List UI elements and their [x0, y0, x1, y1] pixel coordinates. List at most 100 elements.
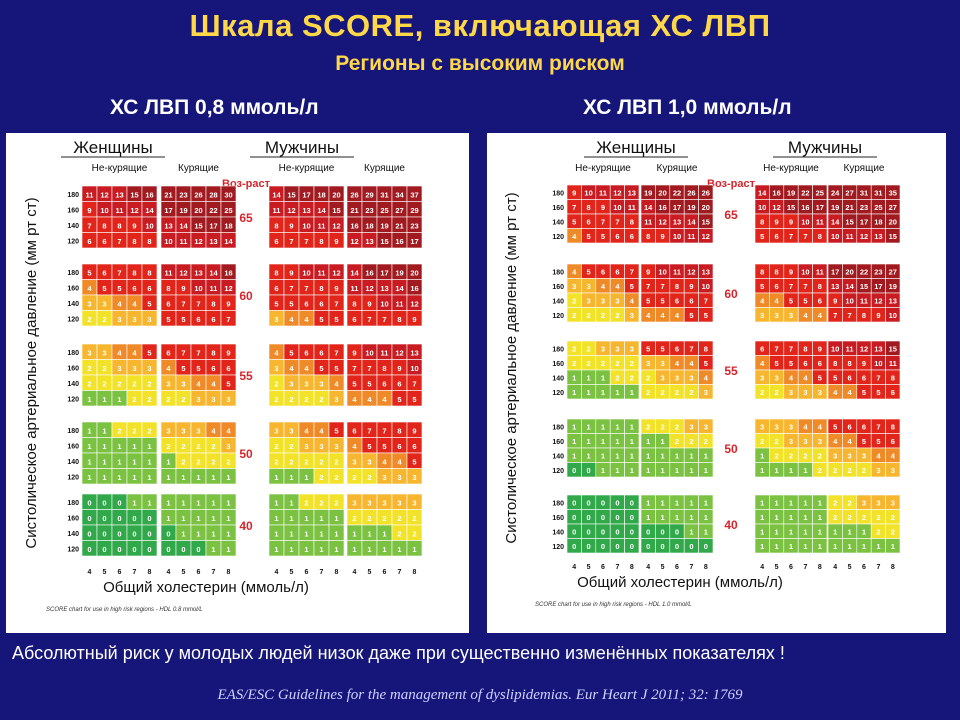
risk-value: 2	[833, 466, 837, 475]
risk-value: 1	[166, 473, 170, 482]
risk-value: 11	[846, 232, 854, 241]
risk-value: 1	[117, 442, 121, 451]
risk-value: 22	[860, 268, 868, 277]
risk-value: 0	[87, 514, 91, 523]
risk-value: 1	[601, 437, 605, 446]
risk-value: 2	[304, 395, 308, 404]
sbp-tick-label: 140	[552, 453, 564, 460]
risk-value: 2	[166, 395, 170, 404]
risk-value: 23	[860, 203, 868, 212]
risk-value: 1	[367, 545, 371, 554]
risk-value: 2	[833, 513, 837, 522]
risk-value: 2	[818, 466, 822, 475]
risk-value: 17	[410, 237, 418, 246]
risk-value: 20	[194, 206, 202, 215]
sbp-tick-label: 180	[552, 269, 564, 276]
risk-value: 25	[224, 206, 232, 215]
risk-value: 3	[334, 442, 338, 451]
risk-value: 16	[658, 203, 666, 212]
risk-value: 2	[704, 437, 708, 446]
risk-value: 5	[862, 437, 866, 446]
risk-value: 5	[226, 379, 230, 388]
risk-value: 1	[689, 466, 693, 475]
risk-value: 1	[274, 473, 278, 482]
risk-value: 10	[801, 268, 809, 277]
risk-value: 1	[601, 452, 605, 461]
risk-cell	[406, 468, 423, 485]
cholesterol-tick-label: 6	[197, 569, 201, 576]
risk-value: 10	[758, 203, 766, 212]
score-chart-hdl-10: Женщины Мужчины Не-курящие Курящие Не-курящи…	[487, 133, 946, 633]
risk-value: 1	[274, 529, 278, 538]
risk-value: 2	[646, 388, 650, 397]
risk-value: 4	[397, 457, 402, 466]
risk-value: 1	[211, 545, 215, 554]
risk-value: 2	[646, 374, 650, 383]
risk-value: 2	[630, 359, 634, 368]
risk-cell	[328, 310, 345, 327]
risk-value: 10	[302, 268, 310, 277]
x-axis-label: Общий холестерин (ммоль/л)	[577, 574, 783, 591]
risk-value: 5	[572, 218, 576, 227]
risk-value: 5	[181, 315, 185, 324]
risk-value: 2	[274, 395, 278, 404]
risk-value: 3	[789, 388, 793, 397]
score-chart-svg-hdl-10: Женщины Мужчины Не-курящие Курящие Не-курящи…	[503, 135, 901, 608]
risk-value: 9	[646, 268, 650, 277]
risk-value: 7	[117, 268, 121, 277]
risk-value: 1	[147, 498, 151, 507]
risk-value: 2	[675, 388, 679, 397]
risk-value: 7	[382, 315, 386, 324]
risk-value: 4	[704, 374, 709, 383]
risk-value: 2	[274, 442, 278, 451]
sbp-tick-label: 140	[552, 375, 564, 382]
risk-value: 10	[702, 282, 710, 291]
risk-value: 4	[334, 379, 339, 388]
risk-value: 0	[572, 499, 576, 508]
risk-value: 1	[775, 499, 779, 508]
risk-value: 3	[274, 315, 278, 324]
risk-value: 3	[382, 498, 386, 507]
risk-value: 9	[334, 284, 338, 293]
risk-value: 1	[181, 529, 185, 538]
risk-cell	[812, 307, 828, 323]
risk-value: 12	[194, 237, 202, 246]
risk-value: 1	[661, 499, 665, 508]
risk-value: 3	[211, 395, 215, 404]
risk-value: 9	[818, 345, 822, 354]
risk-value: 2	[818, 452, 822, 461]
risk-value: 4	[803, 423, 808, 432]
risk-value: 6	[848, 423, 852, 432]
cholesterol-tick-label: 6	[305, 569, 309, 576]
risk-value: 15	[332, 206, 340, 215]
risk-value: 1	[862, 528, 866, 537]
risk-value: 6	[319, 348, 323, 357]
risk-value: 2	[367, 514, 371, 523]
risk-value: 7	[615, 218, 619, 227]
risk-value: 3	[775, 423, 779, 432]
risk-value: 3	[397, 498, 401, 507]
risk-value: 15	[889, 232, 897, 241]
risk-value: 5	[412, 395, 416, 404]
risk-value: 1	[226, 498, 230, 507]
risk-value: 2	[334, 498, 338, 507]
risk-value: 1	[289, 529, 293, 538]
risk-value: 5	[775, 359, 779, 368]
risk-value: 2	[803, 452, 807, 461]
risk-value: 1	[181, 514, 185, 523]
risk-value: 0	[704, 542, 708, 551]
risk-value: 28	[209, 190, 217, 199]
risk-value: 3	[274, 426, 278, 435]
risk-value: 17	[673, 203, 681, 212]
risk-value: 1	[319, 514, 323, 523]
risk-value: 0	[587, 466, 591, 475]
risk-value: 6	[862, 374, 866, 383]
risk-value: 10	[613, 203, 621, 212]
risk-value: 2	[646, 423, 650, 432]
risk-value: 8	[397, 426, 401, 435]
risk-value: 25	[874, 203, 882, 212]
risk-value: 2	[572, 345, 576, 354]
risk-value: 5	[147, 348, 151, 357]
risk-value: 6	[675, 297, 679, 306]
risk-value: 7	[87, 221, 91, 230]
